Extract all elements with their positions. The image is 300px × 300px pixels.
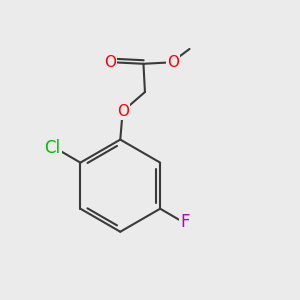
Text: F: F [180, 213, 190, 231]
Text: O: O [117, 104, 129, 119]
Text: O: O [104, 55, 116, 70]
Text: Cl: Cl [44, 139, 61, 157]
Text: O: O [167, 55, 179, 70]
